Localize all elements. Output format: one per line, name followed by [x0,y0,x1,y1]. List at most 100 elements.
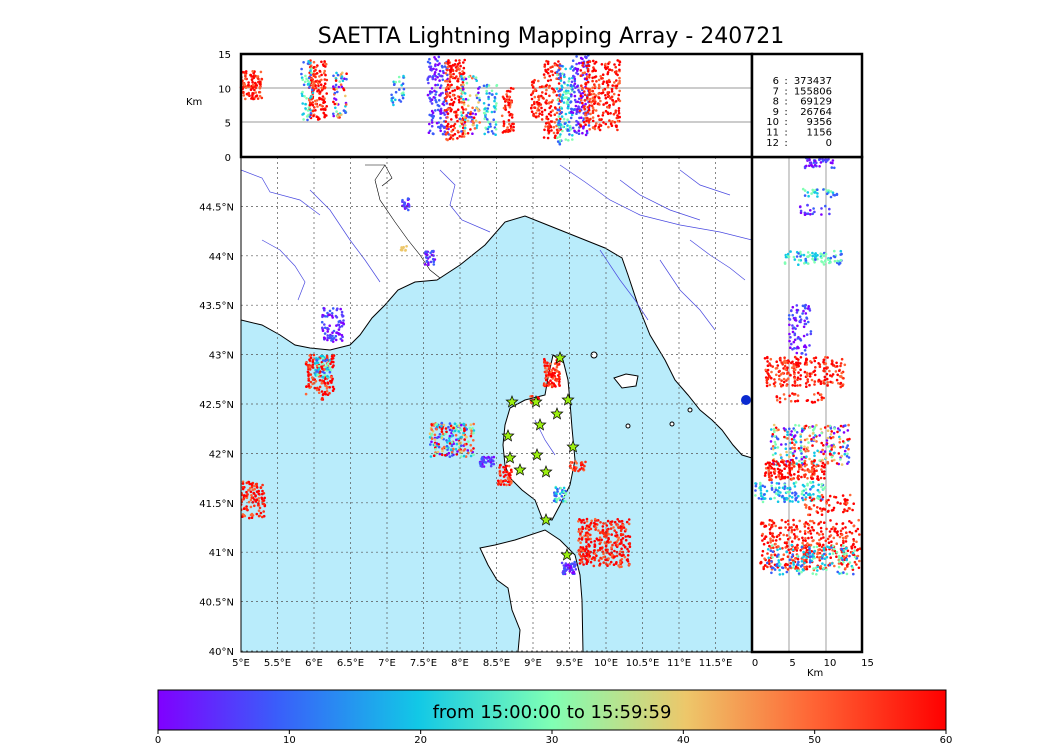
station-count: 373437 [794,76,832,87]
colorbar-tick: 50 [808,735,821,746]
colorbar-label: from 15:00:00 to 15:59:59 [432,702,672,723]
station-number: 7 [773,86,779,97]
station-star-icon [529,395,543,408]
stats-separator: : [784,97,787,108]
longitude-label: 5°E [232,658,250,669]
map-panel [240,156,753,653]
elba-island [613,373,639,389]
station-star-icon [550,407,564,420]
side-tick-labels: 0 5 10 15 [752,658,874,669]
station-count: 69129 [800,97,832,108]
station-count: 1156 [807,128,832,139]
corsica-land [502,354,576,521]
stats-separator: : [784,117,787,128]
small-island [687,407,693,413]
stats-separator: : [784,138,787,149]
station-number: 12 [766,138,779,149]
station-star-icon [539,513,553,526]
station-star-icon [503,451,517,464]
station-star-icon [553,351,567,364]
latitude-label: 42°N [209,449,234,460]
longitude-label: 9°E [524,658,542,669]
colorbar-tick: 30 [546,735,559,746]
station-star-icon [501,429,515,442]
colorbar-ticks: 0 10 20 30 40 50 60 [155,730,953,746]
latitude-label: 44°N [209,252,234,263]
colorbar: 0 10 20 30 40 50 60 [155,689,953,746]
colorbar-tick: 60 [940,735,953,746]
altitude-panel [239,52,754,159]
colorbar-tick: 0 [155,735,161,746]
altitude-tick: 10 [218,84,231,95]
latitude-label: 40°N [209,647,234,658]
station-star-icon [513,463,527,476]
longitude-label: 5.5°E [264,658,291,669]
station-count: 26764 [800,107,832,118]
station-count: 155806 [794,86,832,97]
longitude-label: 11°E [667,658,691,669]
side-axis-label: Km [807,668,823,679]
station-star-icon [561,393,575,406]
longitude-label: 9.5°E [556,658,583,669]
latitude-labels: 44.5°N 44°N 43.5°N 43°N 42.5°N 42°N 41.5°N 41°N… [199,202,234,658]
station-number: 8 [773,97,779,108]
longitude-label: 7°E [378,658,396,669]
latitude-label: 43.5°N [199,301,234,312]
altitude-tick-labels: 15 10 5 0 [218,50,231,164]
side-tick: 0 [752,658,758,669]
station-count: 0 [826,138,832,149]
mainland-land [241,157,752,459]
latitude-label: 44.5°N [199,202,234,213]
altitude-tick: 5 [225,119,231,130]
latitude-label: 41.5°N [199,499,234,510]
longitude-label: 6°E [305,658,323,669]
latitude-label: 43°N [209,351,234,362]
stats-separator: : [784,76,787,87]
station-number: 10 [766,117,779,128]
rivers [241,164,752,456]
colorbar-tick: 40 [677,735,690,746]
side-lightning-sources [754,156,862,576]
capraia-island [590,351,598,359]
stats-separator: : [784,107,787,118]
latitude-label: 41°N [209,548,234,559]
station-number: 11 [766,128,779,139]
latitude-label: 42.5°N [199,400,234,411]
station-number: 9 [773,107,779,118]
station-star-icon [566,440,580,453]
giglio-island [625,423,631,429]
stats-separator: : [784,86,787,97]
longitude-label: 10.5°E [626,658,660,669]
stats-separator: : [784,128,787,139]
colorbar-tick: 10 [283,735,296,746]
station-count: 9356 [807,117,832,128]
side-tick: 15 [861,658,874,669]
map-lightning-sources [241,197,632,576]
colorbar-tick: 20 [414,735,427,746]
station-star-icon [533,418,547,431]
station-star-icon [560,548,574,561]
altitude-axis-label: Km [186,97,202,108]
longitude-label: 11.5°E [699,658,733,669]
altitude-lightning-sources [239,53,622,146]
side-tick: 5 [789,658,795,669]
side-tick: 10 [824,658,837,669]
sardinia-land [479,529,584,652]
station-star-icon [505,395,519,408]
altitude-tick: 15 [218,50,231,61]
station-count-box: 6:3734377:1558068:691299:2676410:935611:… [750,52,864,159]
small-island [669,421,675,427]
altitude-tick: 0 [225,153,231,164]
latitude-label: 40.5°N [199,598,234,609]
blue-marker [741,395,751,405]
figure-title: SAETTA Lightning Mapping Array - 240721 [317,24,785,49]
longitude-label: 6.5°E [337,658,364,669]
longitude-label: 8°E [451,658,469,669]
lma-stations [501,351,580,561]
longitude-labels: 5°E 5.5°E 6°E 6.5°E 7°E 7.5°E 8°E 8.5°E 9°E 9.5°E… [232,658,732,669]
longitude-label: 7.5°E [410,658,437,669]
side-panel [750,155,864,654]
longitude-label: 10°E [594,658,618,669]
station-star-icon [530,448,544,461]
